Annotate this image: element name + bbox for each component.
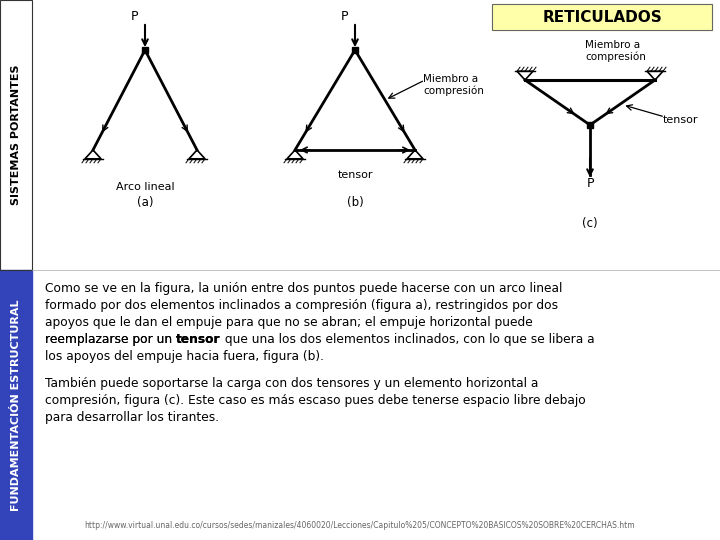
Text: tensor: tensor: [337, 170, 373, 180]
Text: reemplazarse por un: reemplazarse por un: [45, 333, 176, 346]
Bar: [0, 270, 32, 540]
Text: formado por dos elementos inclinados a compresión (figura a), restringidos por d: formado por dos elementos inclinados a c…: [45, 299, 558, 312]
Text: P: P: [586, 177, 594, 190]
Bar: [0, 0, 32, 270]
Text: los apoyos del empuje hacia fuera, figura (b).: los apoyos del empuje hacia fuera, figur…: [45, 350, 324, 363]
Text: apoyos que le dan el empuje para que no se abran; el empuje horizontal puede: apoyos que le dan el empuje para que no …: [45, 316, 533, 329]
Text: FUNDAMENTACIÓN ESTRUCTURAL: FUNDAMENTACIÓN ESTRUCTURAL: [11, 299, 21, 511]
Text: compresión, figura (c). Este caso es más escaso pues debe tenerse espacio libre : compresión, figura (c). Este caso es más…: [45, 394, 586, 407]
Text: que una los dos elementos inclinados, con lo que se libera a: que una los dos elementos inclinados, co…: [220, 333, 594, 346]
Text: reemplazarse por un: reemplazarse por un: [45, 333, 176, 346]
Bar: [0, 0, 32, 270]
Text: También puede soportarse la carga con dos tensores y un elemento horizontal a: También puede soportarse la carga con do…: [45, 377, 539, 390]
Text: http://www.virtual.unal.edu.co/cursos/sedes/manizales/4060020/Lecciones/Capitulo: http://www.virtual.unal.edu.co/cursos/se…: [85, 521, 635, 530]
Text: Miembro a
compresión: Miembro a compresión: [423, 74, 484, 96]
Text: tensor: tensor: [176, 333, 220, 346]
Text: (c): (c): [582, 217, 598, 230]
Text: Como se ve en la figura, la unión entre dos puntos puede hacerse con un arco lin: Como se ve en la figura, la unión entre …: [45, 282, 562, 295]
Text: RETICULADOS: RETICULADOS: [542, 10, 662, 24]
Text: Arco lineal: Arco lineal: [116, 182, 174, 192]
Text: P: P: [131, 10, 139, 23]
Text: tensor: tensor: [663, 115, 698, 125]
Text: (a): (a): [137, 196, 153, 209]
Text: Miembro a
compresión: Miembro a compresión: [585, 40, 646, 62]
Text: (b): (b): [346, 196, 364, 209]
Text: SISTEMAS PORTANTES: SISTEMAS PORTANTES: [11, 65, 21, 205]
Bar: [492, 4, 712, 30]
Text: tensor: tensor: [176, 333, 220, 346]
Bar: [492, 4, 712, 30]
Text: P: P: [341, 10, 348, 23]
Text: para desarrollar los tirantes.: para desarrollar los tirantes.: [45, 411, 219, 424]
